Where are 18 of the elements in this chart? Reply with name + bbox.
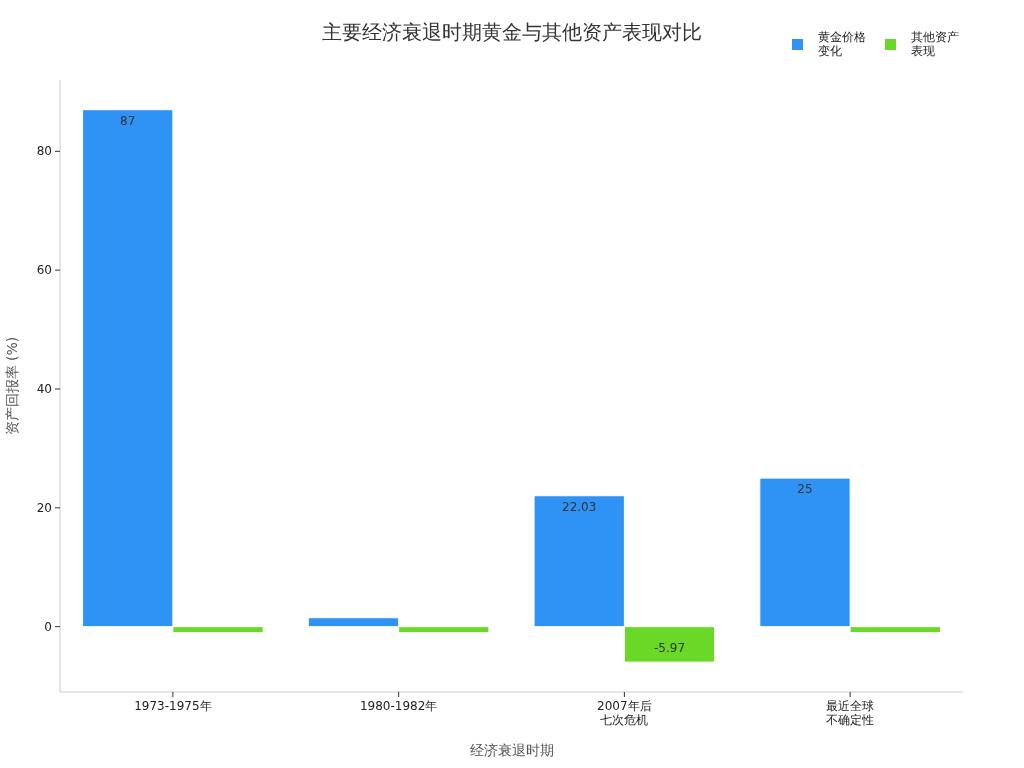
- chart-title: 主要经济衰退时期黄金与其他资产表现对比: [322, 20, 702, 44]
- x-tick-label: 1980-1982年: [359, 699, 438, 713]
- y-axis-title: 资产回报率 (%): [4, 336, 20, 436]
- legend-label: 黄金价格变化: [818, 30, 866, 58]
- x-axis-title: 经济衰退时期: [469, 742, 554, 758]
- x-tick-label: 1973-1975年: [134, 699, 212, 713]
- x-tick-label: 2007年后七次危机: [597, 699, 652, 727]
- legend-label: 其他资产表现: [911, 30, 959, 58]
- data-label: 87: [120, 113, 136, 128]
- y-tick-label: 20: [36, 500, 52, 515]
- data-label: 25: [797, 482, 813, 497]
- y-tick-label: 80: [36, 144, 52, 159]
- y-tick-label: 0: [44, 619, 52, 634]
- y-tick-label: 60: [36, 263, 52, 278]
- y-tick-label: 40: [36, 381, 52, 396]
- x-tick-label: 最近全球不确定性: [826, 699, 875, 727]
- data-label: 22.03: [562, 499, 597, 514]
- data-label: -5.97: [653, 641, 686, 656]
